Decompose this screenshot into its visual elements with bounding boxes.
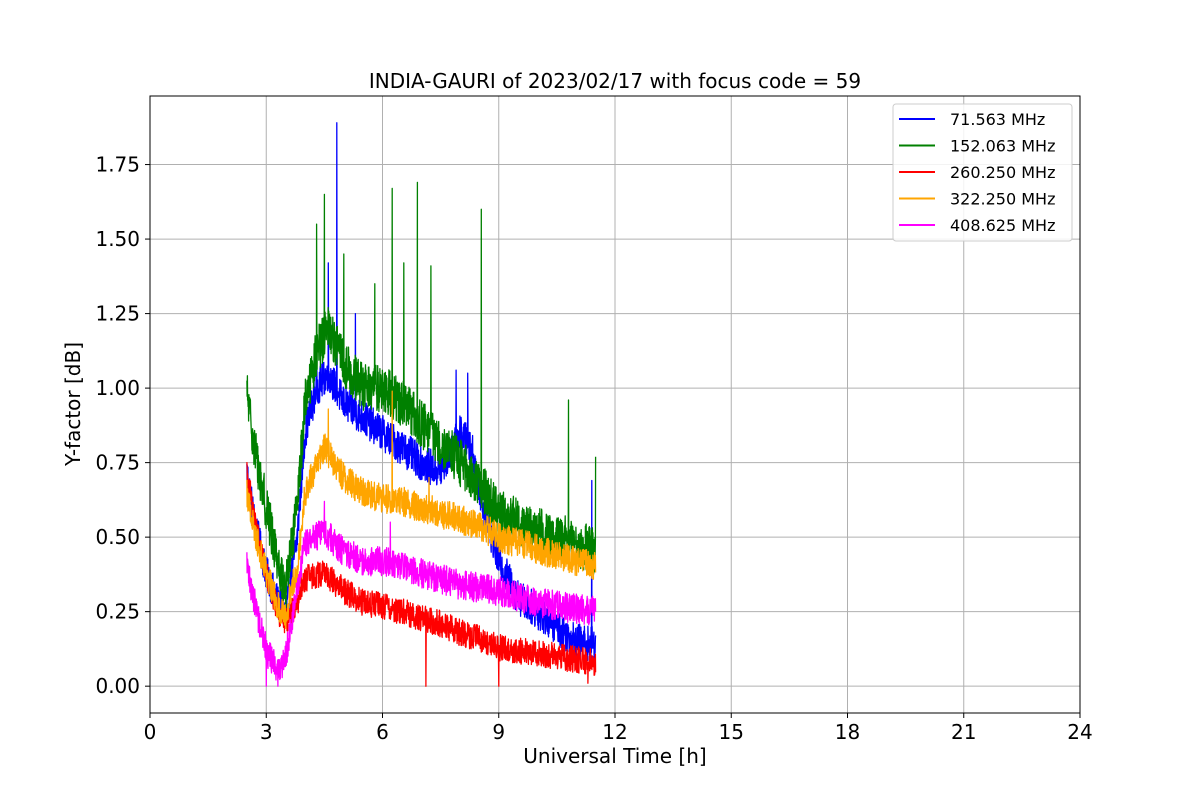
x-axis: 0 3 6 9 12 15 18 21 24 <box>144 713 1093 744</box>
x-tick-label: 24 <box>1067 720 1092 744</box>
y-tick-label: 1.50 <box>95 227 140 251</box>
legend-label: 322.250 MHz <box>950 190 1055 209</box>
y-axis-label: Y-factor [dB] <box>61 342 85 467</box>
x-tick-label: 21 <box>951 720 976 744</box>
legend-label: 152.063 MHz <box>950 137 1055 156</box>
series-layer <box>246 122 597 687</box>
x-axis-label: Universal Time [h] <box>523 744 706 768</box>
series-line <box>246 462 597 687</box>
x-tick-label: 18 <box>835 720 860 744</box>
y-tick-label: 1.25 <box>95 302 140 326</box>
legend-box <box>892 103 1073 242</box>
y-tick-label: 0.00 <box>95 674 140 698</box>
y-tick-label: 0.50 <box>95 525 140 549</box>
x-tick-label: 12 <box>602 720 627 744</box>
legend-label: 260.250 MHz <box>950 163 1055 182</box>
x-tick-label: 9 <box>492 720 505 744</box>
x-tick-label: 3 <box>260 720 273 744</box>
y-tick-label: 0.75 <box>95 451 140 475</box>
y-tick-label: 1.75 <box>95 153 140 177</box>
series-line <box>246 390 597 630</box>
legend: 71.563 MHz 152.063 MHz 260.250 MHz 322.250 … <box>892 103 1073 242</box>
x-tick-label: 0 <box>144 720 157 744</box>
y-tick-label: 0.25 <box>95 600 140 624</box>
legend-label: 71.563 MHz <box>950 110 1045 129</box>
y-axis: 0.00 0.25 0.50 0.75 1.00 1.25 1.50 1.75 <box>95 153 150 698</box>
chart-title: INDIA-GAURI of 2023/02/17 with focus cod… <box>369 69 861 93</box>
x-tick-label: 6 <box>376 720 389 744</box>
y-tick-label: 1.00 <box>95 376 140 400</box>
series-line <box>246 500 597 687</box>
legend-label: 408.625 MHz <box>950 216 1055 235</box>
x-tick-label: 15 <box>719 720 744 744</box>
